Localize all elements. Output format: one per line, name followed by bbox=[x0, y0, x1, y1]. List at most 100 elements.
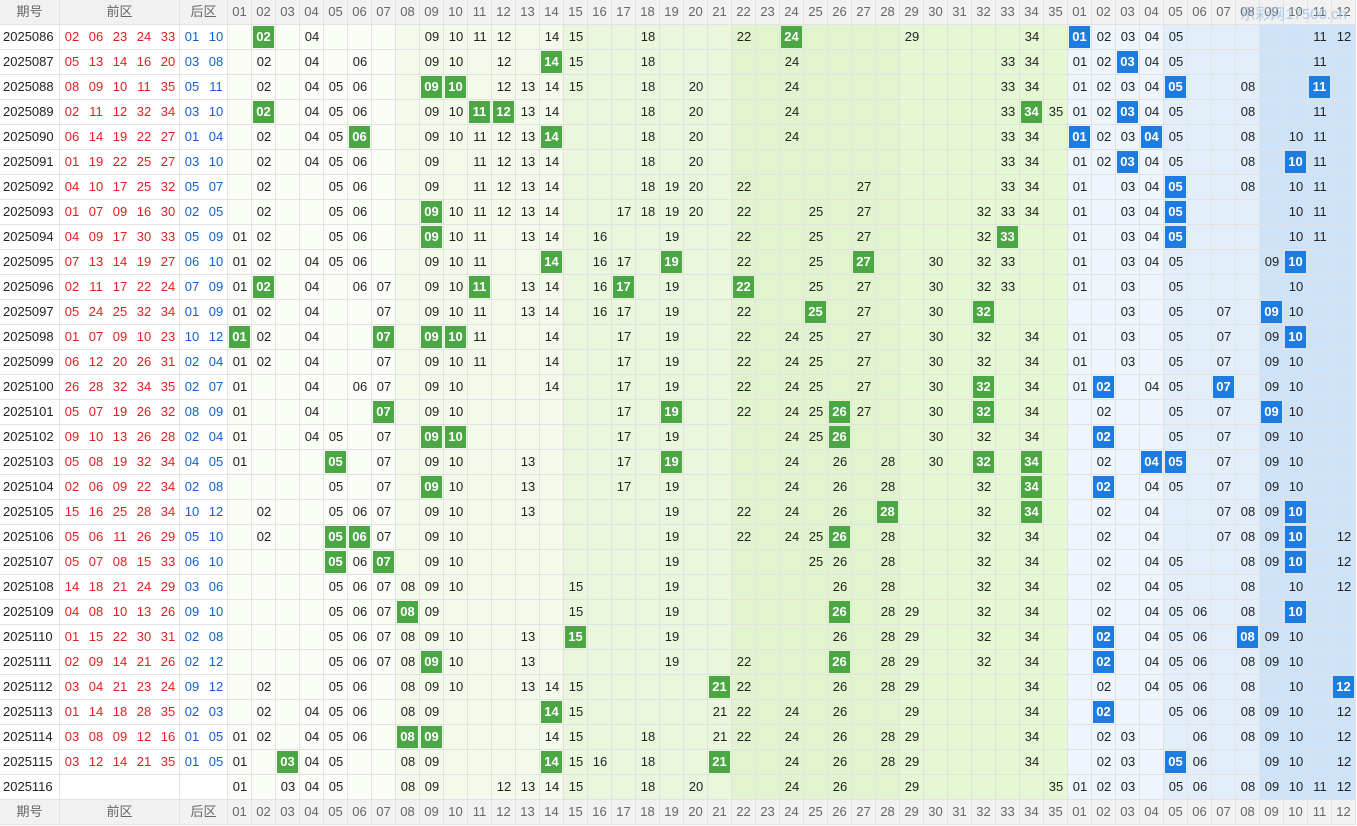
front-col-header: 11 bbox=[468, 0, 492, 25]
front-cell bbox=[516, 100, 540, 125]
front-header: 前区 bbox=[60, 800, 180, 825]
front-cell bbox=[660, 725, 684, 750]
front-cell bbox=[588, 250, 612, 275]
front-cell bbox=[372, 500, 396, 525]
front-grid-number: 24 bbox=[784, 129, 800, 144]
front-grid-number: 10 bbox=[448, 654, 464, 669]
front-grid-number: 18 bbox=[640, 129, 656, 144]
front-draw-cell bbox=[60, 775, 180, 800]
front-cell bbox=[300, 225, 324, 250]
back-grid-number: 03 bbox=[1120, 354, 1136, 369]
front-cell bbox=[636, 450, 660, 475]
back-cell bbox=[1308, 225, 1332, 250]
back-cell bbox=[1188, 400, 1212, 425]
front-cell bbox=[300, 575, 324, 600]
back-cell bbox=[1212, 525, 1236, 550]
front-cell bbox=[1044, 100, 1068, 125]
back-grid-number: 12 bbox=[1336, 754, 1352, 769]
back-cell bbox=[1164, 550, 1188, 575]
front-grid-number: 02 bbox=[256, 204, 272, 219]
front-cell bbox=[468, 50, 492, 75]
back-cell bbox=[1284, 650, 1308, 675]
back-cell bbox=[1140, 575, 1164, 600]
front-cell bbox=[276, 700, 300, 725]
front-cell bbox=[252, 775, 276, 800]
front-grid-number: 18 bbox=[640, 104, 656, 119]
front-cell bbox=[540, 475, 564, 500]
front-grid-number: 22 bbox=[736, 304, 752, 319]
back-cell bbox=[1068, 400, 1092, 425]
back-cell bbox=[1092, 50, 1116, 75]
front-cell bbox=[1044, 550, 1068, 575]
front-grid-number: 06 bbox=[352, 554, 368, 569]
front-grid-hit: 10 bbox=[445, 426, 466, 448]
front-grid-number: 28 bbox=[880, 579, 896, 594]
back-col-header: 05 bbox=[1164, 0, 1188, 25]
front-number: 26 bbox=[160, 604, 176, 619]
back-cell bbox=[1236, 575, 1260, 600]
front-cell bbox=[468, 550, 492, 575]
front-cell bbox=[708, 450, 732, 475]
front-cell bbox=[444, 575, 468, 600]
front-number: 27 bbox=[160, 154, 176, 169]
front-cell bbox=[228, 50, 252, 75]
front-grid-number: 25 bbox=[808, 379, 824, 394]
front-cell bbox=[612, 700, 636, 725]
back-number: 04 bbox=[208, 129, 224, 144]
front-number: 25 bbox=[112, 304, 128, 319]
back-grid-number: 05 bbox=[1168, 479, 1184, 494]
front-cell bbox=[276, 425, 300, 450]
front-cell bbox=[324, 25, 348, 50]
front-cell bbox=[1020, 175, 1044, 200]
front-cell bbox=[444, 450, 468, 475]
front-cell bbox=[300, 750, 324, 775]
front-grid-number: 09 bbox=[424, 454, 440, 469]
front-cell bbox=[324, 400, 348, 425]
front-grid-number: 18 bbox=[640, 754, 656, 769]
front-grid-number: 32 bbox=[976, 554, 992, 569]
back-grid-number: 01 bbox=[1072, 354, 1088, 369]
front-number: 35 bbox=[160, 379, 176, 394]
front-cell bbox=[228, 250, 252, 275]
front-cell bbox=[780, 650, 804, 675]
back-cell bbox=[1332, 725, 1356, 750]
front-cell bbox=[828, 325, 852, 350]
back-number: 10 bbox=[208, 529, 224, 544]
back-draw-cell bbox=[180, 275, 228, 300]
front-cell bbox=[780, 550, 804, 575]
front-number: 01 bbox=[64, 704, 80, 719]
front-grid-number: 09 bbox=[424, 554, 440, 569]
front-cell bbox=[804, 500, 828, 525]
front-cell bbox=[228, 625, 252, 650]
front-grid-number: 24 bbox=[784, 54, 800, 69]
back-cell bbox=[1236, 325, 1260, 350]
front-cell bbox=[876, 575, 900, 600]
front-cell bbox=[612, 225, 636, 250]
front-grid-number: 34 bbox=[1024, 79, 1040, 94]
front-grid-number: 24 bbox=[784, 704, 800, 719]
front-cell bbox=[468, 150, 492, 175]
front-cell bbox=[372, 125, 396, 150]
front-grid-number: 13 bbox=[520, 629, 536, 644]
back-cell bbox=[1332, 700, 1356, 725]
front-cell bbox=[276, 450, 300, 475]
front-grid-number: 09 bbox=[424, 604, 440, 619]
front-grid-number: 06 bbox=[352, 704, 368, 719]
front-grid-number: 04 bbox=[304, 104, 320, 119]
front-cell bbox=[732, 225, 756, 250]
front-cell bbox=[348, 325, 372, 350]
front-cell bbox=[468, 400, 492, 425]
front-grid-number: 07 bbox=[376, 429, 392, 444]
front-cell bbox=[780, 200, 804, 225]
front-cell bbox=[588, 350, 612, 375]
back-number: 04 bbox=[208, 354, 224, 369]
front-grid-number: 25 bbox=[808, 254, 824, 269]
issue: 2025105 bbox=[0, 500, 60, 525]
front-number: 05 bbox=[64, 54, 80, 69]
front-cell bbox=[420, 625, 444, 650]
back-grid-number: 02 bbox=[1096, 579, 1112, 594]
front-grid-hit-cell: 09 bbox=[420, 475, 444, 500]
front-cell bbox=[780, 75, 804, 100]
issue: 2025108 bbox=[0, 575, 60, 600]
front-cell bbox=[804, 425, 828, 450]
